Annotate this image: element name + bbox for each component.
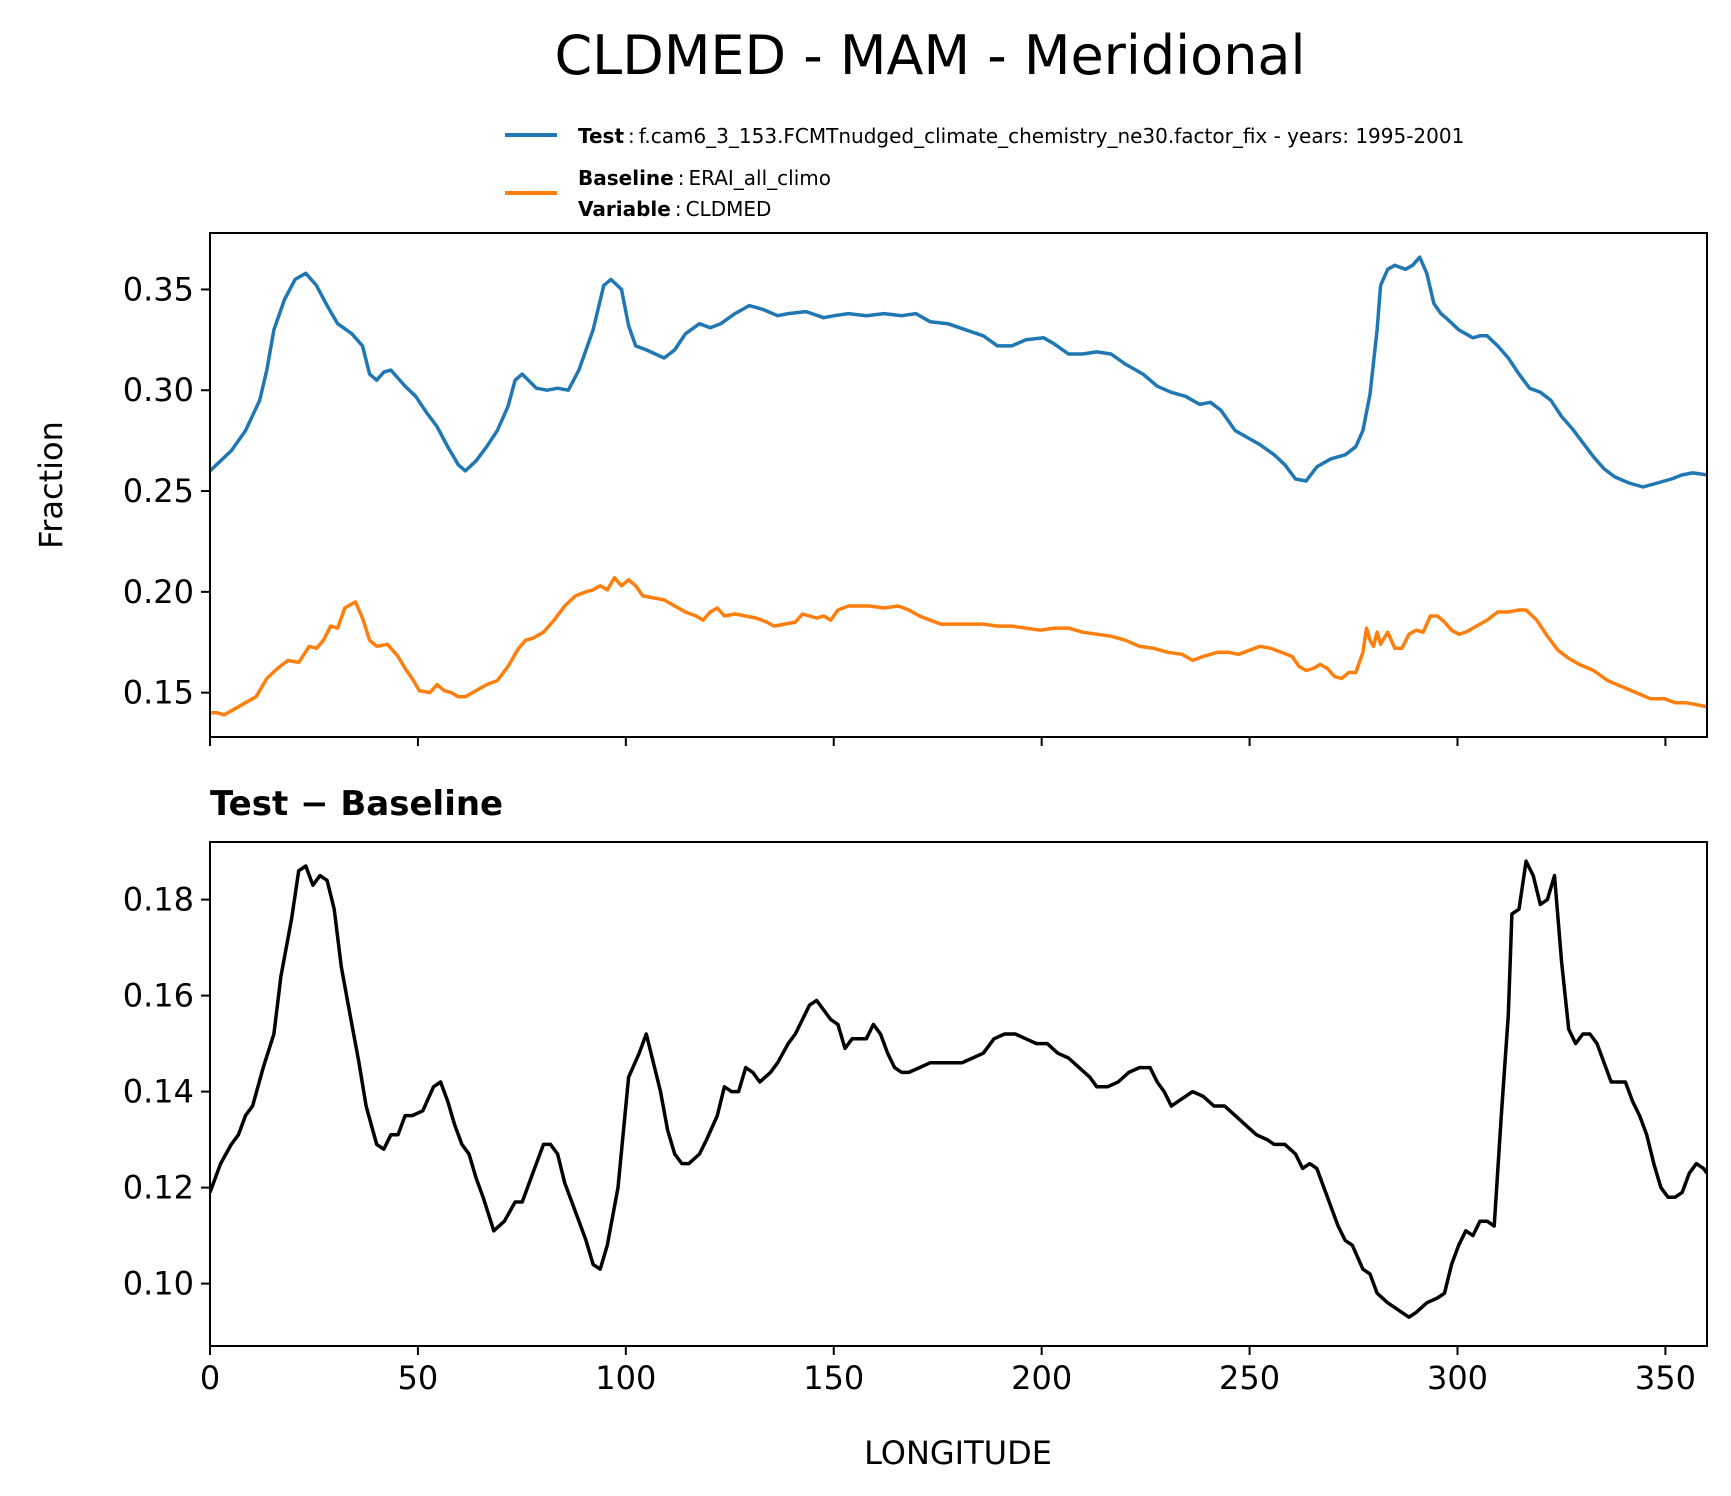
top-y-tick-label: 0.25 [123, 472, 194, 510]
x-axis-label: LONGITUDE [864, 1434, 1052, 1472]
top-axes-frame [209, 232, 1708, 738]
x-tick-label: 0 [200, 1359, 220, 1397]
x-tick-label: 350 [1635, 1359, 1696, 1397]
x-tick-label: 250 [1219, 1359, 1280, 1397]
top-y-tick-label: 0.35 [123, 270, 194, 308]
x-tick-label: 150 [803, 1359, 864, 1397]
legend-test-entry: Test: f.cam6_3_153.FCMTnudged_climate_che… [578, 124, 1464, 148]
x-tick-label: 300 [1427, 1359, 1488, 1397]
top-x-axis [209, 737, 1667, 746]
top-y-axis-label: Fraction [32, 421, 70, 549]
legend-baseline-entry: Baseline: ERAI_all_climo [578, 166, 831, 190]
top-series-test-line [210, 255, 1707, 489]
top-panel: 0.15 0.20 0.25 0.30 0.35 Fraction [32, 232, 1708, 746]
bottom-axes-frame [209, 841, 1708, 1347]
top-y-axis: 0.15 0.20 0.25 0.30 0.35 [123, 270, 210, 712]
bottom-y-tick-label: 0.10 [123, 1265, 194, 1303]
bottom-y-tick-label: 0.12 [123, 1169, 194, 1207]
bottom-y-tick-label: 0.16 [123, 977, 194, 1015]
bottom-plot-area [210, 859, 1707, 1319]
top-plot-area [210, 255, 1707, 717]
bottom-panel-title: Test − Baseline [210, 784, 503, 824]
bottom-y-tick-label: 0.14 [123, 1073, 194, 1111]
bottom-series-test-baseline-line [210, 859, 1707, 1319]
x-tick-label: 100 [595, 1359, 656, 1397]
legend: Test: f.cam6_3_153.FCMTnudged_climate_che… [505, 124, 1464, 221]
chart-title: CLDMED - MAM - Meridional [554, 24, 1305, 87]
top-series-baseline-line [210, 575, 1707, 717]
bottom-panel: Test − Baseline 0.10 0.12 0.14 0.16 0.18 0 50… [123, 784, 1708, 1472]
legend-variable-entry: Variable: CLDMED [578, 197, 771, 221]
bottom-y-axis: 0.10 0.12 0.14 0.16 0.18 [123, 881, 210, 1303]
top-y-tick-label: 0.30 [123, 371, 194, 409]
bottom-x-axis: 0 50 100 150 200 250 300 350 [200, 1346, 1696, 1397]
x-tick-label: 50 [398, 1359, 439, 1397]
top-y-tick-label: 0.15 [123, 674, 194, 712]
top-y-tick-label: 0.20 [123, 573, 194, 611]
bottom-y-tick-label: 0.18 [123, 881, 194, 919]
x-tick-label: 200 [1011, 1359, 1072, 1397]
